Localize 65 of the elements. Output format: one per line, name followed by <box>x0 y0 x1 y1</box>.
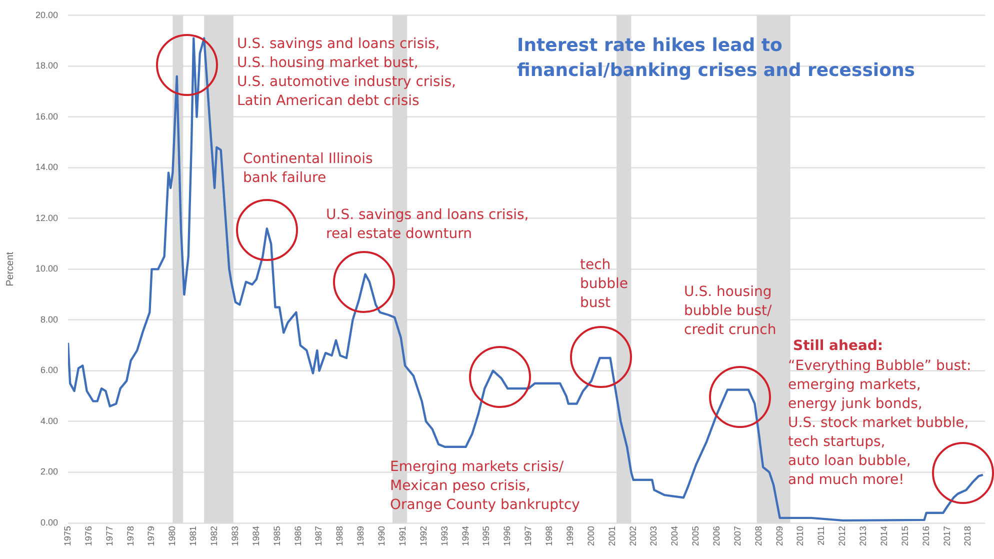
x-tick-label: 1985 <box>272 526 282 546</box>
x-tick-label: 2010 <box>795 526 806 546</box>
x-tick-label: 1979 <box>146 526 156 546</box>
x-tick-label: 2011 <box>816 526 826 546</box>
text: Interest rate hikes lead to financial/banking crises and recessions <box>517 34 915 83</box>
x-tick-label: 2016 <box>920 526 931 546</box>
x-tick-label: 2004 <box>670 526 680 546</box>
x-tick-label: 1981 <box>188 526 198 546</box>
x-tick-label: 1988 <box>334 526 345 546</box>
y-tick-label: 14.00 <box>35 162 58 172</box>
x-tick-label: 2000 <box>586 526 596 546</box>
annotation: Still ahead: <box>793 337 884 356</box>
x-tick-label: 1994 <box>460 526 470 546</box>
x-tick-label: 2007 <box>732 526 742 546</box>
y-tick-label: 10.00 <box>35 264 58 274</box>
annotation: U.S. housing bubble bust/ credit crunch <box>684 283 776 340</box>
x-tick-label: 1997 <box>523 526 534 546</box>
annotation: tech bubble bust <box>580 256 628 313</box>
x-tick-label: 1999 <box>564 526 575 546</box>
x-tick-label: 1977 <box>104 526 114 546</box>
annotation: Emerging markets crisis/ Mexican peso crisis, Orange County bankruptcy <box>390 458 580 515</box>
annotation: Continental Illinois bank failure <box>243 150 373 188</box>
annotation: U.S. savings and loans crisis, real estate downturn <box>326 206 529 244</box>
x-tick-label: 1993 <box>439 526 450 546</box>
x-tick-label: 1978 <box>125 526 136 546</box>
y-tick-label: 8.00 <box>40 314 58 324</box>
y-tick-label: 4.00 <box>40 416 58 426</box>
x-tick-label: 1990 <box>376 526 387 546</box>
x-tick-label: 1975 <box>62 526 72 546</box>
x-tick-label: 2018 <box>962 526 973 546</box>
x-tick-label: 1998 <box>544 526 554 546</box>
x-tick-label: 1983 <box>230 526 240 546</box>
annotation: “Everything Bubble” bust: emerging markets, energy junk bonds, U.S. stock market bubble, tech startups, auto loan bubble, and much more! <box>788 357 972 490</box>
x-tick-label: 2012 <box>837 526 848 546</box>
y-axis-title: Percent <box>4 252 16 286</box>
x-tick-label: 2003 <box>648 526 659 546</box>
x-tick-label: 1986 <box>292 526 303 546</box>
x-tick-label: 1984 <box>250 526 261 546</box>
x-tick-label: 1995 <box>481 526 492 546</box>
x-tick-label: 1989 <box>356 526 366 546</box>
y-tick-label: 6.00 <box>40 365 58 376</box>
y-tick-label: 0.00 <box>40 517 58 528</box>
annotation: U.S. savings and loans crisis, U.S. housing market bust, U.S. automotive industry crisis, Latin American debt crisis <box>237 35 456 111</box>
x-tick-label: 2006 <box>712 526 722 546</box>
x-tick-label: 1992 <box>418 526 428 546</box>
x-tick-label: 1982 <box>209 526 220 546</box>
y-tick-label: 12.00 <box>35 212 58 223</box>
x-tick-label: 2013 <box>858 526 868 546</box>
y-tick-label: 2.00 <box>40 466 58 477</box>
y-tick-label: 18.00 <box>35 60 58 71</box>
x-tick-label: 2014 <box>878 526 889 546</box>
x-tick-label: 2001 <box>606 526 617 546</box>
x-tick-label: 2002 <box>628 526 638 546</box>
x-tick-label: 1980 <box>167 526 178 546</box>
x-tick-label: 1991 <box>397 526 408 546</box>
y-tick-label: 16.00 <box>35 111 58 122</box>
x-tick-label: 2017 <box>942 526 952 546</box>
x-tick-label: 2015 <box>900 526 910 546</box>
x-tick-label: 1996 <box>502 526 512 546</box>
x-tick-label: 2008 <box>753 526 764 546</box>
y-tick-label: 20.00 <box>35 10 58 20</box>
x-tick-label: 2009 <box>774 526 784 546</box>
x-tick-label: 2005 <box>690 526 701 546</box>
x-tick-label: 1976 <box>83 526 94 546</box>
x-tick-label: 1987 <box>314 526 324 546</box>
